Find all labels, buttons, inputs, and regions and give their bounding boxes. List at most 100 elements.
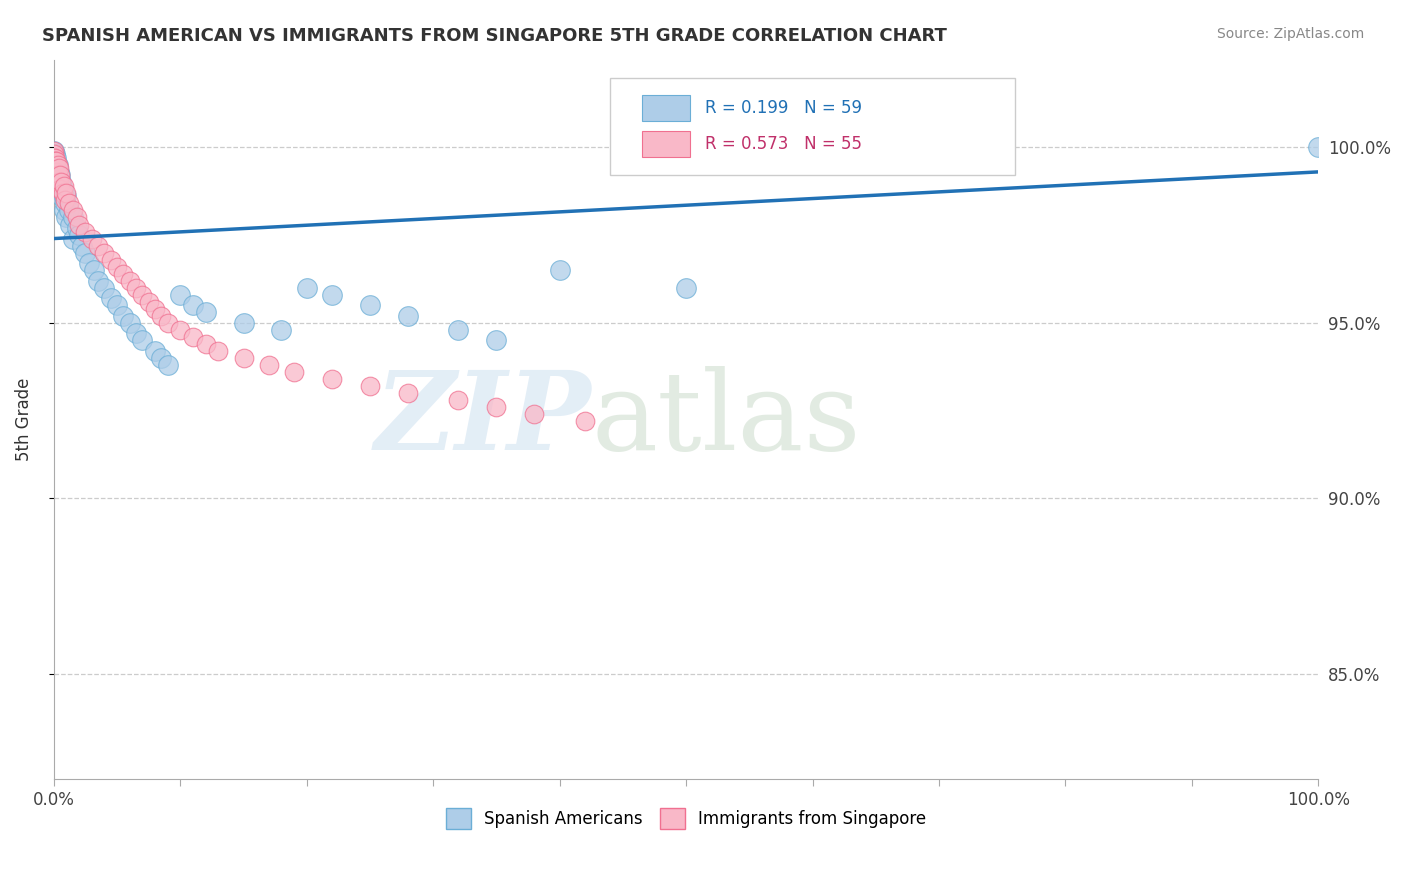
Point	[55, 186, 77, 200]
Point	[181, 330, 204, 344]
Point	[105, 298, 128, 312]
Point	[1308, 140, 1330, 154]
Point	[131, 287, 153, 301]
Point	[52, 203, 75, 218]
Point	[42, 172, 65, 186]
Point	[45, 154, 67, 169]
Point	[42, 154, 65, 169]
Point	[46, 158, 69, 172]
Point	[270, 323, 292, 337]
Point	[46, 158, 69, 172]
Point	[100, 252, 122, 267]
Point	[150, 309, 173, 323]
Point	[62, 231, 84, 245]
Text: Source: ZipAtlas.com: Source: ZipAtlas.com	[1216, 27, 1364, 41]
Text: SPANISH AMERICAN VS IMMIGRANTS FROM SINGAPORE 5TH GRADE CORRELATION CHART: SPANISH AMERICAN VS IMMIGRANTS FROM SING…	[42, 27, 948, 45]
Point	[48, 178, 70, 193]
Point	[49, 169, 72, 183]
Point	[52, 189, 75, 203]
Point	[42, 161, 65, 176]
Point	[83, 263, 105, 277]
Point	[49, 182, 72, 196]
Point	[359, 379, 381, 393]
Point	[45, 165, 67, 179]
Point	[143, 301, 166, 316]
Point	[65, 221, 87, 235]
Legend: Spanish Americans, Immigrants from Singapore: Spanish Americans, Immigrants from Singa…	[439, 802, 932, 835]
Point	[87, 238, 110, 252]
Point	[42, 151, 65, 165]
Point	[447, 323, 470, 337]
Point	[42, 144, 65, 158]
Point	[169, 287, 191, 301]
Point	[232, 351, 254, 365]
Point	[283, 365, 305, 379]
Point	[321, 287, 343, 301]
Point	[118, 274, 141, 288]
Point	[67, 218, 90, 232]
Point	[321, 372, 343, 386]
Point	[194, 336, 217, 351]
Point	[70, 238, 93, 252]
Point	[396, 386, 419, 401]
Point	[44, 161, 66, 176]
Point	[55, 189, 77, 203]
FancyBboxPatch shape	[610, 78, 1015, 175]
Point	[169, 323, 191, 337]
Bar	[641, 131, 690, 157]
Point	[51, 175, 73, 189]
Point	[65, 211, 87, 225]
Point	[42, 147, 65, 161]
Point	[396, 309, 419, 323]
Point	[52, 178, 75, 193]
Point	[485, 334, 508, 348]
Point	[46, 172, 69, 186]
Point	[53, 196, 76, 211]
Point	[62, 211, 84, 225]
Point	[52, 182, 75, 196]
Point	[75, 245, 97, 260]
Point	[100, 291, 122, 305]
Point	[207, 343, 229, 358]
Point	[46, 169, 69, 183]
Text: R = 0.573   N = 55: R = 0.573 N = 55	[704, 135, 862, 153]
Point	[523, 407, 546, 421]
Point	[48, 175, 70, 189]
Point	[55, 211, 77, 225]
Point	[42, 151, 65, 165]
Point	[42, 158, 65, 172]
Point	[48, 161, 70, 176]
Point	[58, 196, 80, 211]
Point	[150, 351, 173, 365]
Bar	[641, 95, 690, 120]
Point	[131, 334, 153, 348]
Point	[75, 225, 97, 239]
Point	[125, 281, 148, 295]
Point	[42, 158, 65, 172]
Text: R = 0.199   N = 59: R = 0.199 N = 59	[704, 99, 862, 117]
Point	[295, 281, 318, 295]
Text: atlas: atlas	[591, 366, 860, 473]
Point	[574, 414, 596, 428]
Y-axis label: 5th Grade: 5th Grade	[15, 377, 32, 461]
Point	[125, 326, 148, 341]
Point	[48, 165, 70, 179]
Text: ZIP: ZIP	[374, 366, 591, 473]
Point	[58, 203, 80, 218]
Point	[42, 144, 65, 158]
Point	[112, 309, 135, 323]
Point	[447, 392, 470, 407]
Point	[232, 316, 254, 330]
Point	[44, 154, 66, 169]
Point	[42, 165, 65, 179]
Point	[194, 305, 217, 319]
Point	[87, 274, 110, 288]
Point	[138, 294, 160, 309]
Point	[181, 298, 204, 312]
Point	[51, 189, 73, 203]
Point	[62, 203, 84, 218]
Point	[548, 263, 571, 277]
Point	[675, 281, 697, 295]
Point	[156, 316, 179, 330]
Point	[485, 400, 508, 414]
